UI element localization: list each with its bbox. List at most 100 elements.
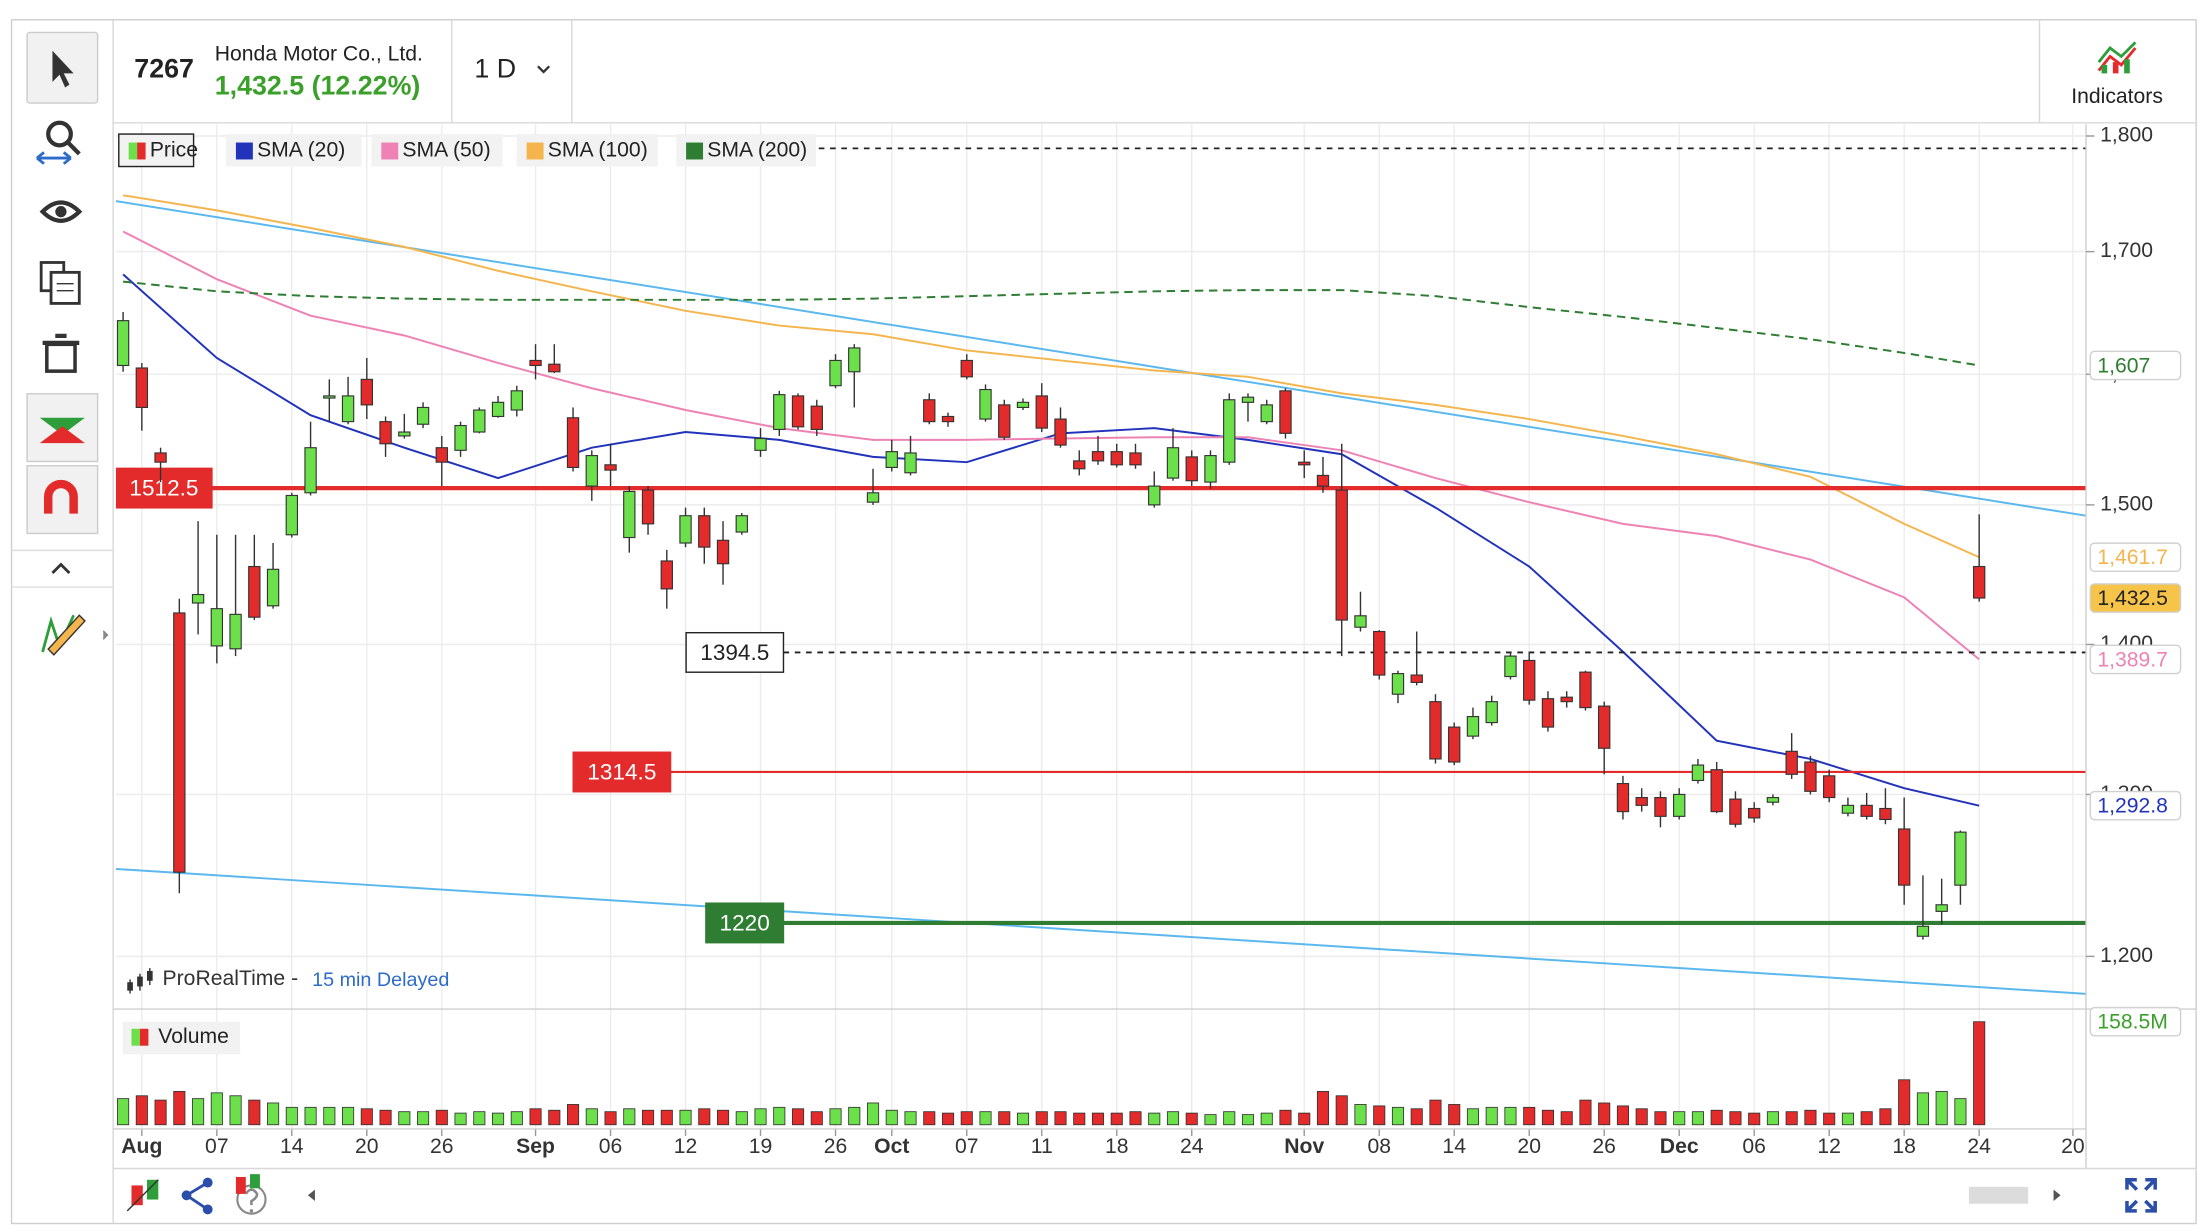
sma-line bbox=[122, 280, 1980, 367]
volume-bar bbox=[154, 1099, 167, 1126]
candle-body bbox=[529, 359, 542, 367]
volume-bar bbox=[1091, 1112, 1105, 1126]
volume-bar bbox=[1954, 1098, 1967, 1126]
volume-bar bbox=[1466, 1108, 1480, 1126]
eye-tool[interactable] bbox=[39, 200, 83, 223]
candle-body bbox=[866, 492, 880, 503]
candle-body bbox=[679, 515, 692, 544]
candle-body bbox=[1260, 404, 1273, 423]
fullscreen-button[interactable] bbox=[2125, 1178, 2157, 1213]
x-tick-label: Sep bbox=[516, 1135, 555, 1158]
legend: Price SMA (20) SMA (50) SMA (100) SMA (200) bbox=[118, 133, 816, 168]
candle-body bbox=[1316, 474, 1330, 487]
candle-body bbox=[1035, 395, 1048, 429]
volume-bar bbox=[567, 1104, 580, 1126]
candle-body bbox=[1185, 456, 1198, 482]
candle-body bbox=[548, 363, 561, 373]
volume-bar bbox=[1035, 1111, 1048, 1126]
candle-body bbox=[1110, 451, 1123, 466]
quote: 1,432.5 (12.22%) bbox=[215, 71, 421, 101]
help-button[interactable] bbox=[235, 1174, 267, 1215]
candle-body bbox=[998, 404, 1011, 438]
legend-swatch bbox=[686, 142, 704, 160]
scroll-left[interactable] bbox=[307, 1189, 315, 1201]
collapse-tool[interactable] bbox=[51, 562, 71, 574]
source-name: ProRealTime - bbox=[163, 967, 299, 990]
candle-body bbox=[1410, 674, 1423, 683]
volume-bar bbox=[885, 1109, 898, 1126]
volume-bar bbox=[1429, 1099, 1442, 1126]
x-tick-label: 18 bbox=[1105, 1135, 1129, 1158]
volume-bar bbox=[829, 1108, 842, 1126]
volume-bar bbox=[1504, 1106, 1517, 1126]
candle-body bbox=[773, 394, 786, 430]
volume-bar bbox=[1223, 1111, 1236, 1126]
candle-body bbox=[979, 388, 992, 420]
candle-body bbox=[1560, 696, 1573, 703]
interval[interactable]: 1 D bbox=[474, 54, 516, 84]
x-tick-label: 07 bbox=[205, 1135, 229, 1158]
volume-bar bbox=[1973, 1021, 1986, 1126]
volume-bar bbox=[1598, 1102, 1611, 1126]
volume-bar bbox=[360, 1108, 373, 1126]
volume-bar bbox=[1748, 1112, 1761, 1126]
candle-body bbox=[285, 494, 299, 536]
candle-body bbox=[1691, 764, 1705, 782]
scroll-right[interactable] bbox=[2053, 1189, 2061, 1201]
volume-last-label: 158.5M bbox=[2097, 1011, 2168, 1034]
volume-bar bbox=[1391, 1106, 1405, 1126]
volume-bar bbox=[267, 1102, 280, 1126]
candle-body bbox=[1879, 807, 1892, 821]
interval-chevron[interactable] bbox=[537, 65, 551, 74]
indicators-icon[interactable] bbox=[2097, 41, 2137, 74]
volume-bar bbox=[342, 1106, 355, 1126]
scrollbar-thumb[interactable] bbox=[1968, 1186, 2029, 1204]
volume-bar bbox=[1673, 1111, 1686, 1126]
volume-bar bbox=[1841, 1112, 1854, 1126]
volume-bar bbox=[1279, 1109, 1292, 1126]
share-button[interactable] bbox=[181, 1177, 213, 1215]
volume-bar bbox=[1448, 1104, 1461, 1126]
volume-bar bbox=[698, 1108, 711, 1126]
draw-tool[interactable] bbox=[41, 614, 109, 656]
zoom-tool[interactable] bbox=[36, 120, 81, 165]
candle-body bbox=[135, 367, 149, 409]
magnet-tool[interactable] bbox=[26, 464, 99, 535]
candle-body bbox=[660, 560, 673, 590]
candle-body bbox=[1897, 828, 1911, 886]
volume-bar bbox=[285, 1106, 298, 1126]
x-tick-label: 06 bbox=[599, 1135, 623, 1158]
indicators-button[interactable]: Indicators bbox=[2071, 85, 2163, 108]
candle-body bbox=[1091, 451, 1105, 462]
legend-label: SMA (100) bbox=[548, 139, 648, 162]
copy-tool[interactable] bbox=[39, 261, 81, 305]
x-tick-label: 26 bbox=[1592, 1135, 1616, 1158]
candle-body bbox=[1279, 390, 1292, 434]
candle-body bbox=[1785, 750, 1798, 775]
plot: 1512.5 1394.5 1314.5 1220 bbox=[115, 147, 2087, 995]
candle-body bbox=[1223, 399, 1236, 463]
level-badge bbox=[685, 631, 785, 673]
candle-body bbox=[341, 395, 355, 423]
x-tick-label: 18 bbox=[1892, 1135, 1916, 1158]
chart-type-button[interactable] bbox=[126, 1179, 159, 1212]
candle-body bbox=[1748, 807, 1761, 819]
volume-bar bbox=[1335, 1095, 1348, 1126]
candle-body bbox=[1204, 455, 1217, 483]
symbol: 7267 bbox=[134, 54, 194, 84]
volume-bar bbox=[1110, 1112, 1123, 1126]
candle-body bbox=[360, 378, 374, 406]
volume-bar bbox=[998, 1111, 1011, 1126]
delete-tool[interactable] bbox=[42, 333, 80, 373]
header: 7267 Honda Motor Co., Ltd. 1,432.5 (12.2… bbox=[113, 19, 2197, 124]
volume-bar bbox=[773, 1106, 786, 1126]
candle-body bbox=[848, 347, 861, 373]
volume-bar bbox=[1860, 1111, 1873, 1126]
candle-body bbox=[885, 451, 898, 469]
volume-bar bbox=[229, 1095, 242, 1126]
candle-body bbox=[1598, 705, 1611, 749]
candle-body bbox=[904, 452, 917, 474]
sma-last-label-badge bbox=[2089, 644, 2182, 675]
x-tick-label: 20 bbox=[355, 1135, 379, 1158]
y-tick-label: 1,700 bbox=[2100, 239, 2153, 262]
